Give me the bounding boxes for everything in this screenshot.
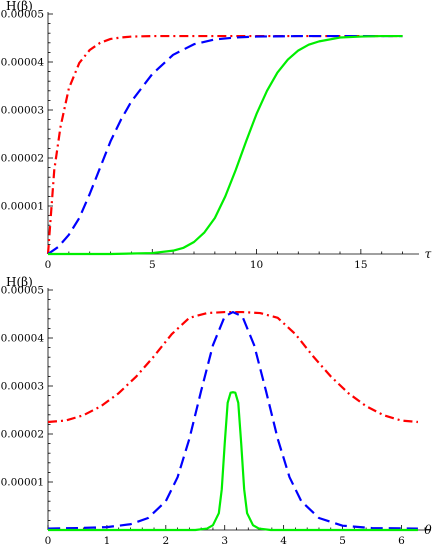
series-line-solid: [48, 34, 403, 256]
y-tick-label: 0.00004: [1, 333, 45, 345]
x-tick-label: 2: [162, 535, 169, 547]
series-line-dashed: [47, 34, 403, 255]
y-tick-label: 0.00003: [1, 381, 44, 393]
y-axis-title: H(β): [6, 0, 33, 13]
x-tick-label: 5: [149, 259, 156, 271]
chart-panel-top: 0 5 10 15 0.00001 0.00002 0.00003 0.00004 0.0000…: [1, 0, 432, 271]
x-tick-label: 4: [280, 535, 287, 547]
y-tick-label: 0.00004: [1, 57, 45, 69]
y-tick-label: 0.00001: [1, 201, 44, 213]
y-tick-label: 0.00005: [1, 9, 44, 21]
chart-panel-bottom: 0 1 2 3 4 5 6 0.00001 0.00002 0.00003 0.00004 0.000…: [1, 275, 433, 547]
y-tick-label: 0.00005: [1, 285, 44, 297]
series-line-dash-dot: [46, 34, 403, 255]
x-tick-label: 1: [104, 535, 111, 547]
x-tick-label: 5: [339, 535, 346, 547]
series-line-dash-dot: [47, 310, 419, 424]
y-tick-label: 0.00003: [1, 105, 44, 117]
x-tick-label: 0: [45, 259, 52, 271]
y-axis-title: H(β): [6, 275, 33, 289]
x-tick-label: 6: [398, 535, 405, 547]
y-tick-label: 0.00002: [1, 153, 44, 165]
x-tick-label: 0: [45, 535, 52, 547]
x-tick-label: 10: [250, 259, 263, 271]
series-line-solid: [48, 391, 418, 532]
x-axis-title: τ: [425, 247, 432, 261]
series-line-dashed: [47, 310, 418, 530]
y-tick-label: 0.00001: [1, 477, 44, 489]
x-axis-title: θ: [424, 523, 432, 537]
y-tick-label: 0.00002: [1, 429, 44, 441]
x-tick-label: 15: [354, 259, 367, 271]
x-tick-label: 3: [221, 535, 228, 547]
